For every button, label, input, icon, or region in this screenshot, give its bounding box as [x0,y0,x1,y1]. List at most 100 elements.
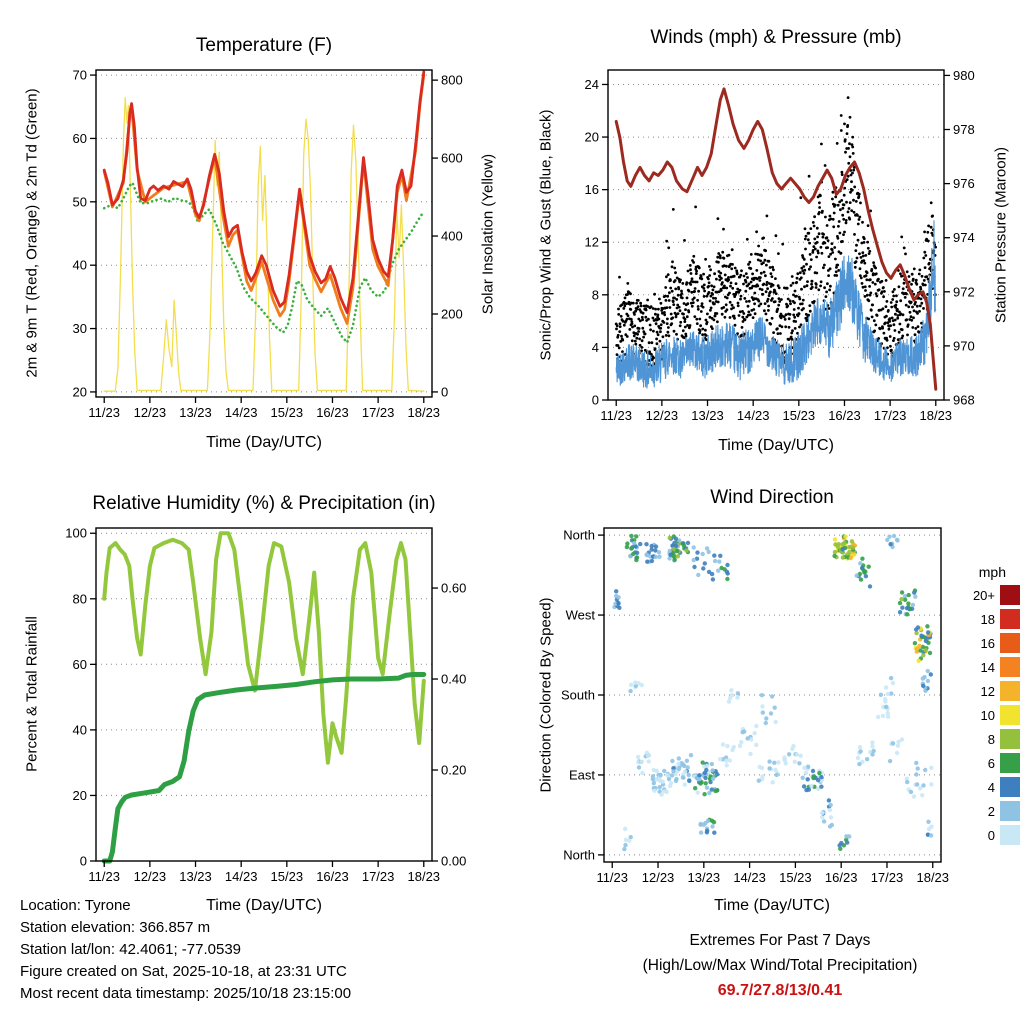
svg-text:40: 40 [73,258,87,273]
legend-swatch [1000,825,1020,845]
legend-item-6: 6 [948,751,1020,775]
svg-text:11/23: 11/23 [88,405,120,420]
wind-speed-legend: mph 20+ 18 16 14 12 10 8 6 4 2 0 [948,564,1020,847]
svg-text:40: 40 [73,722,87,737]
svg-text:50: 50 [73,194,87,209]
svg-text:970: 970 [953,338,975,353]
station-info: Location: Tyrone Station elevation: 366.… [20,895,351,1005]
svg-text:0: 0 [592,393,599,408]
legend-item-0: 0 [948,823,1020,847]
legend-swatch [1000,777,1020,797]
legend-item-14: 14 [948,655,1020,679]
svg-text:16/23: 16/23 [316,405,349,420]
legend-swatch [1000,705,1020,725]
xlabel-humidity: Time (Day/UTC) [206,897,322,914]
legend-swatch [1000,585,1020,605]
svg-text:18/23: 18/23 [408,405,441,420]
svg-text:0.40: 0.40 [441,672,466,687]
svg-text:15/23: 15/23 [271,869,304,884]
svg-text:80: 80 [73,591,87,606]
svg-text:12: 12 [585,235,599,250]
svg-text:15/23: 15/23 [271,405,304,420]
svg-text:18/23: 18/23 [920,408,953,423]
ylabel-direction-speed: Direction (Colored By Speed) [537,597,555,793]
legend-swatch [1000,729,1020,749]
svg-text:980: 980 [953,68,975,83]
svg-text:17/23: 17/23 [362,405,395,420]
chart-title-wind-direction: Wind Direction [710,487,834,508]
chart-title-temperature: Temperature (F) [195,35,333,56]
wind-direction-plot: 11/23 12/23 13/23 14/23 15/23 16/23 17/23 18/23… [561,527,949,885]
extremes-title: Extremes For Past 7 Days [689,932,871,949]
svg-text:12/23: 12/23 [134,405,167,420]
svg-text:16/23: 16/23 [828,408,861,423]
extremes-values: 69.7/27.8/13/0.41 [717,982,843,999]
svg-text:15/23: 15/23 [779,870,812,885]
svg-text:0: 0 [441,384,448,399]
ylabel-temperature-left: 2m & 9m T (Red, Orange) & 2m Td (Green) [23,88,41,378]
svg-text:18/23: 18/23 [408,869,441,884]
legend-item-16: 16 [948,631,1020,655]
legend-item-12: 12 [948,679,1020,703]
svg-text:17/23: 17/23 [874,408,907,423]
winds-pressure-plot: 11/23 12/23 13/23 14/23 15/23 16/23 17/23 18/23… [585,68,975,423]
xlabel-wind-direction: Time (Day/UTC) [714,897,830,914]
svg-text:0.60: 0.60 [441,581,466,596]
legend-swatch [1000,681,1020,701]
svg-text:13/23: 13/23 [179,405,212,420]
svg-text:18/23: 18/23 [916,870,949,885]
svg-text:11/23: 11/23 [88,869,120,884]
svg-text:16/23: 16/23 [825,870,858,885]
legend-item-18: 18 [948,607,1020,631]
svg-text:20: 20 [585,130,599,145]
svg-text:14/23: 14/23 [737,408,770,423]
svg-text:200: 200 [441,306,463,321]
svg-text:East: East [569,767,595,782]
svg-text:60: 60 [73,131,87,146]
svg-text:13/23: 13/23 [688,870,721,885]
svg-text:13/23: 13/23 [691,408,724,423]
legend-title-mph: mph [978,564,1006,580]
svg-text:West: West [566,608,596,623]
extremes-block: Extremes For Past 7 Days (High/Low/Max W… [600,928,960,1003]
svg-text:17/23: 17/23 [871,870,904,885]
svg-text:16: 16 [585,182,599,197]
svg-text:17/23: 17/23 [362,869,395,884]
svg-text:24: 24 [585,77,599,92]
svg-text:20: 20 [73,788,87,803]
svg-text:15/23: 15/23 [783,408,816,423]
svg-text:976: 976 [953,176,975,191]
latest-timestamp: Most recent data timestamp: 2025/10/18 2… [20,985,352,1002]
svg-text:14/23: 14/23 [225,869,258,884]
temperature-plot: 11/23 12/23 13/23 14/23 15/23 16/23 17/23 18/23… [73,68,463,420]
legend-swatch [1000,609,1020,629]
svg-text:8: 8 [592,287,599,302]
svg-text:800: 800 [441,73,463,88]
svg-text:0: 0 [80,854,87,869]
legend-swatch [1000,633,1020,653]
svg-text:600: 600 [441,151,463,166]
humidity-precip-plot: 11/23 12/23 13/23 14/23 15/23 16/23 17/23 18/23… [65,526,466,884]
svg-text:South: South [561,688,595,703]
chart-title-humidity: Relative Humidity (%) & Precipitation (i… [92,493,436,514]
svg-text:30: 30 [73,321,87,336]
svg-text:70: 70 [73,68,87,83]
legend-item-4: 4 [948,775,1020,799]
xlabel-winds-pressure: Time (Day/UTC) [718,437,834,454]
legend-item-2: 2 [948,799,1020,823]
wind-speed-legend-items: 20+ 18 16 14 12 10 8 6 4 2 0 [948,583,1020,847]
svg-text:North: North [563,847,595,862]
svg-text:4: 4 [592,340,599,355]
svg-text:12/23: 12/23 [642,870,675,885]
station-latlon: Station lat/lon: 42.4061; -77.0539 [20,941,242,958]
svg-text:0.20: 0.20 [441,763,466,778]
svg-text:14/23: 14/23 [225,405,258,420]
legend-swatch [1000,801,1020,821]
svg-text:16/23: 16/23 [316,869,349,884]
extremes-subtitle: (High/Low/Max Wind/Total Precipitation) [642,957,918,974]
chart-title-winds-pressure: Winds (mph) & Pressure (mb) [650,27,902,48]
svg-text:20: 20 [73,384,87,399]
legend-swatch [1000,657,1020,677]
